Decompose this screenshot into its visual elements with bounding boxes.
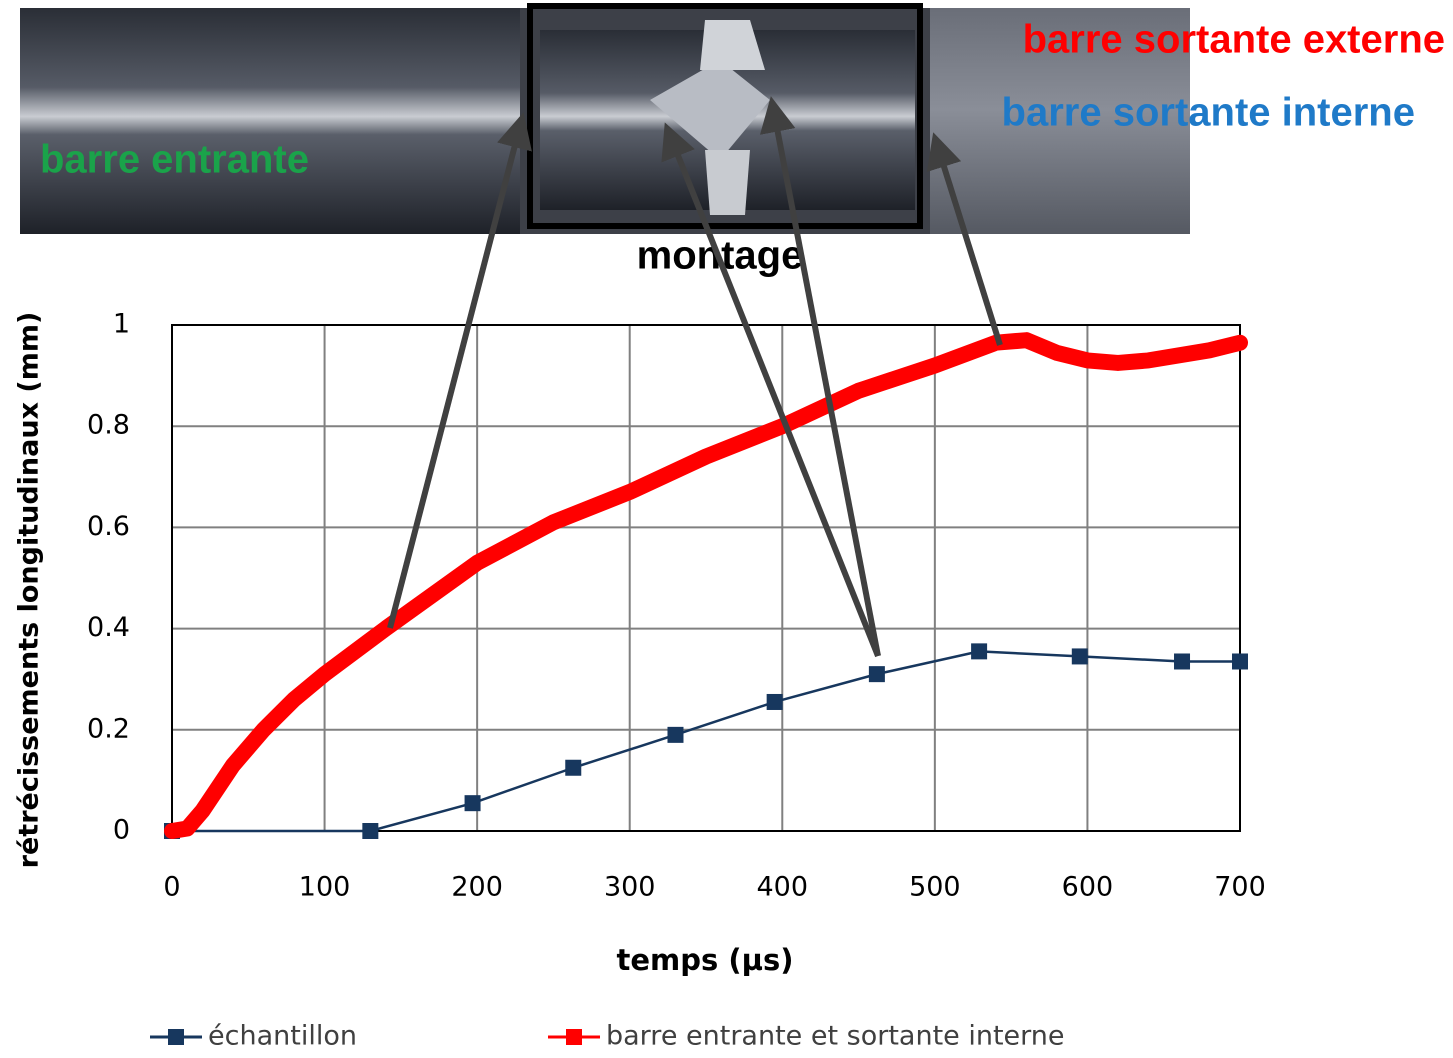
y-tick-label: 0.8 xyxy=(87,410,130,441)
data-point xyxy=(565,759,582,776)
x-tick-label: 0 xyxy=(163,872,180,903)
data-point xyxy=(1232,653,1248,670)
x-tick-label: 600 xyxy=(1062,872,1114,903)
x-tick-label: 300 xyxy=(604,872,656,903)
x-axis-title: temps (µs) xyxy=(617,943,794,977)
annotation: barre sortante externe xyxy=(1023,18,1445,62)
data-point xyxy=(868,666,885,683)
plot-border xyxy=(171,324,1241,832)
y-tick-label: 0 xyxy=(113,815,130,846)
data-point xyxy=(1174,653,1191,670)
x-tick-label: 700 xyxy=(1214,872,1266,903)
legend-label: barre entrante et sortante interne xyxy=(606,1021,1065,1052)
photo xyxy=(20,3,1190,234)
x-tick-label: 200 xyxy=(451,872,503,903)
plot-area: 0 0.2 0.4 0.6 0.8 1 0 100 200 300 400 500 600 700 écha… xyxy=(87,309,1266,1052)
data-point xyxy=(1071,648,1088,665)
data-point xyxy=(667,726,684,743)
x-tick-label: 100 xyxy=(299,872,351,903)
y-axis-title: rétrécissements longitudinaux (mm) xyxy=(14,312,45,869)
data-point xyxy=(464,795,481,812)
y-tick-label: 0.2 xyxy=(87,713,130,744)
data-point xyxy=(362,823,379,839)
data-point xyxy=(971,643,988,660)
annotation: barre sortante interne xyxy=(1002,91,1415,135)
legend-marker xyxy=(566,1029,582,1045)
data-point xyxy=(766,693,783,710)
y-tick-label: 1 xyxy=(113,309,130,340)
arrows xyxy=(387,96,1003,658)
x-tick-label: 400 xyxy=(757,872,809,903)
legend-marker xyxy=(168,1029,184,1045)
y-tick-label: 0.4 xyxy=(87,612,130,643)
y-tick-label: 0.6 xyxy=(87,511,130,542)
annotation: barre entrante xyxy=(40,138,309,182)
x-tick-label: 500 xyxy=(909,872,961,903)
legend-label: échantillon xyxy=(208,1021,357,1052)
series-line xyxy=(164,332,1248,839)
